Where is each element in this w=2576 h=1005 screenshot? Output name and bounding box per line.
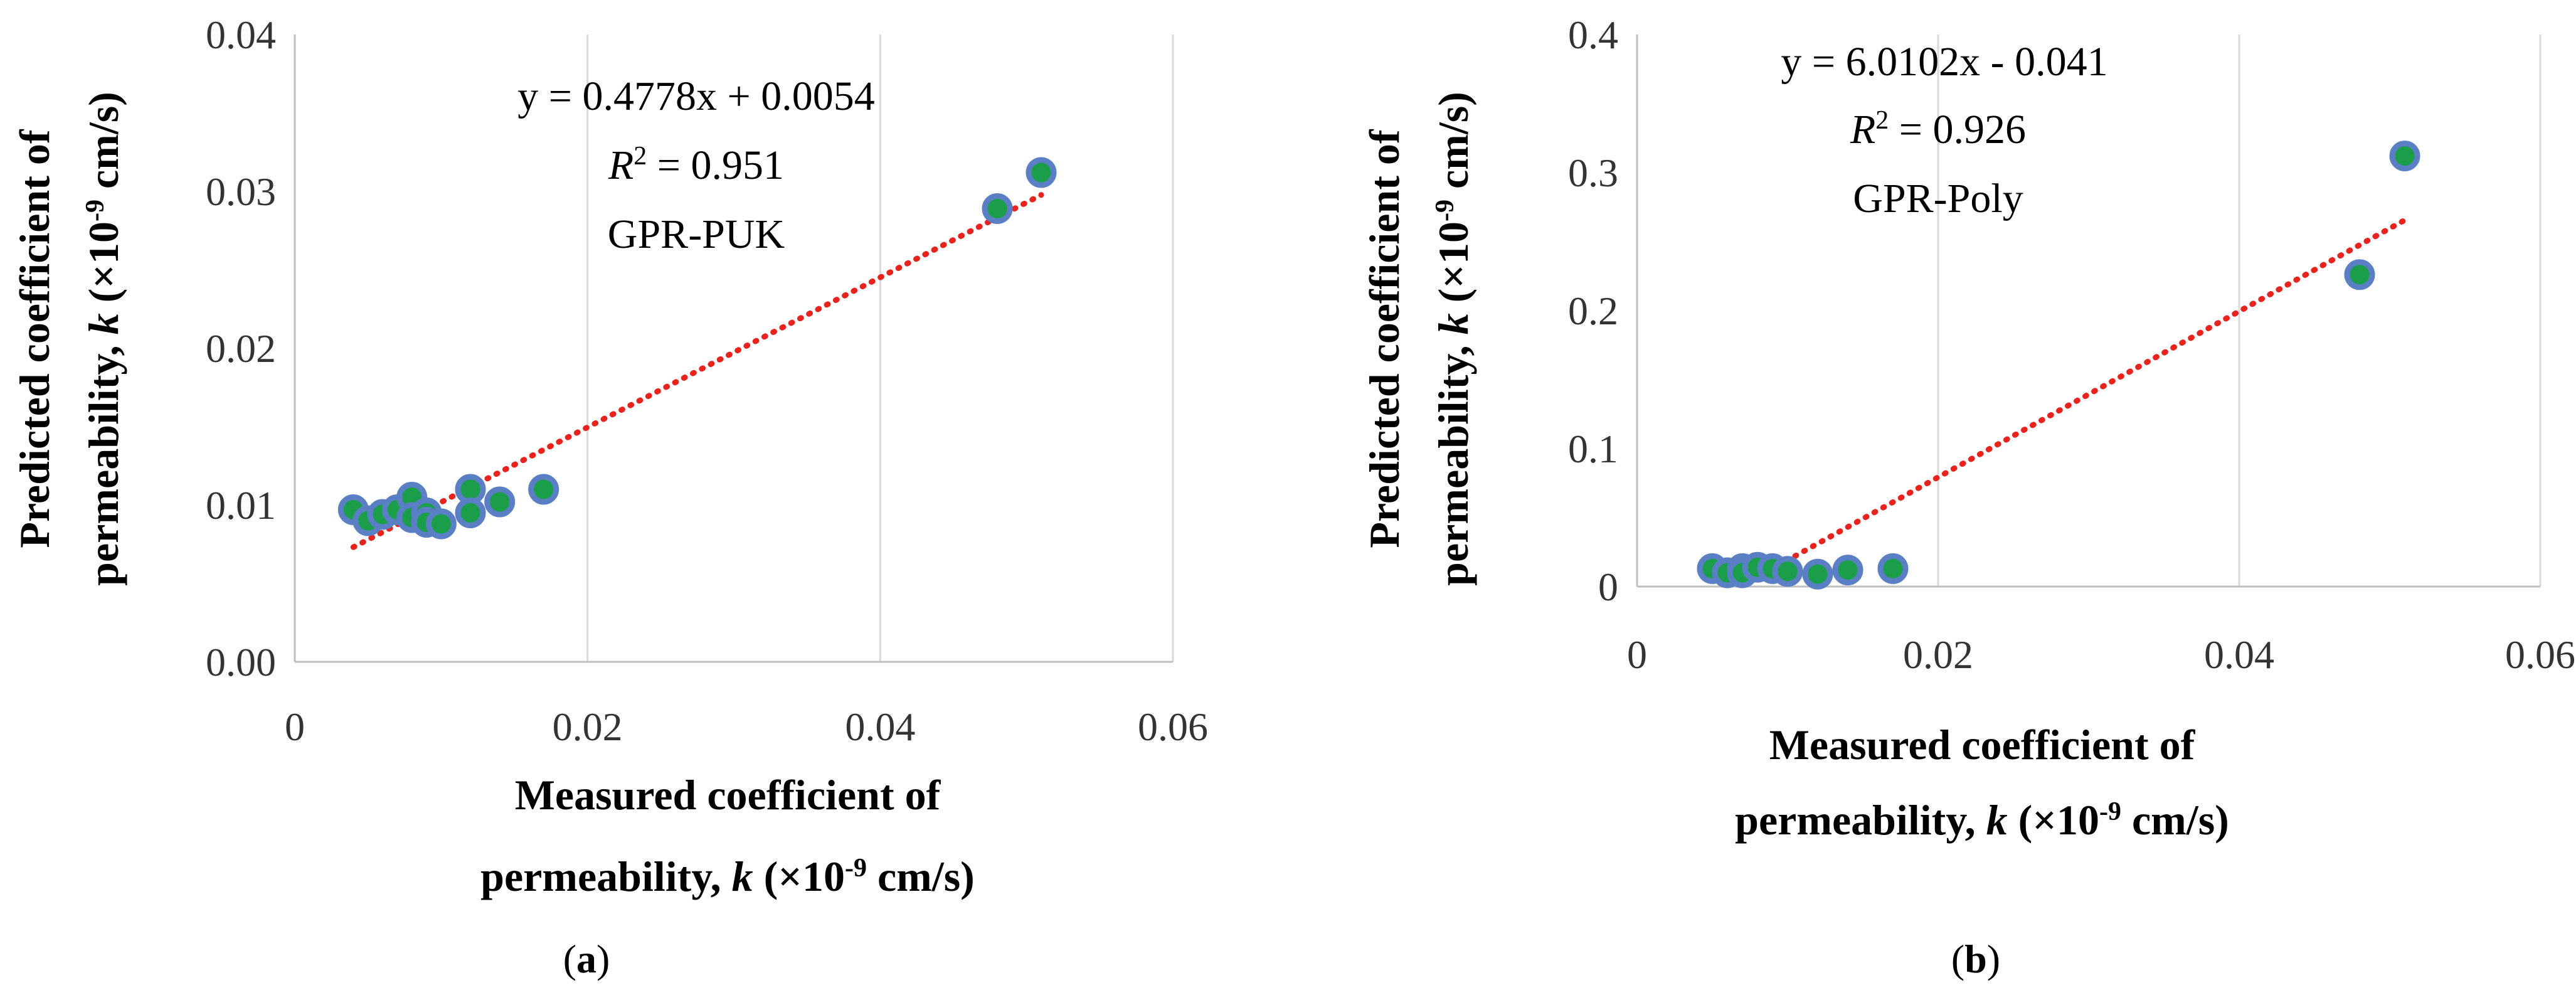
trendline-b <box>1739 217 2408 588</box>
points-a <box>337 157 1057 540</box>
y-tick-label-a: 0.01 <box>206 483 276 528</box>
x-tick-label-b: 0.04 <box>2204 632 2274 677</box>
data-point-a <box>455 497 486 528</box>
r2-exp-a: 2 <box>633 142 647 171</box>
y-title-b-k: k <box>1429 313 1477 334</box>
y-tick-label-b: 0.2 <box>1568 289 1618 333</box>
y-tick-label-a: 0.04 <box>206 13 276 57</box>
x-tick-label-b: 0.06 <box>2505 632 2575 677</box>
r-squared-b: R2 = 0.926 <box>1850 106 2026 152</box>
panel-a-close: ) <box>596 937 610 981</box>
chart-a: 0.00 0.01 0.02 0.03 0.04 0 0.02 0.04 0.06 y = 0.… <box>11 13 1208 981</box>
x-title-b-suffix: cm/s) <box>2121 796 2229 844</box>
axes-a <box>294 35 1173 663</box>
x-title-a-k: k <box>732 853 753 900</box>
x-tick-label-a: 0 <box>285 705 305 749</box>
y-axis-title-b-line2: permeability, k (×10-9 cm/s) <box>1429 92 1477 586</box>
x-title-b-exp: -9 <box>2099 797 2121 826</box>
r2-value-b: = 0.926 <box>1889 107 2026 152</box>
panel-a-open: ( <box>563 937 576 981</box>
panel-label-b: (b) <box>1951 937 2000 981</box>
x-title-b-k: k <box>1986 796 2008 844</box>
equation-b: y = 6.0102x - 0.041 <box>1781 39 2107 85</box>
y-axis-title-b: Predicted coefficient of permeability, k… <box>1360 92 1477 586</box>
y-title-a-exp: -9 <box>81 199 110 221</box>
x-tick-label-a: 0.06 <box>1138 705 1208 749</box>
x-title-a-prefix: permeability, <box>480 853 731 900</box>
panel-b-letter: b <box>1964 937 1987 981</box>
y-title-b-mid: (×10 <box>1429 221 1477 313</box>
data-point-b <box>1877 553 1909 584</box>
panel-b-open: ( <box>1951 937 1964 981</box>
data-point-a <box>528 474 559 505</box>
points-b <box>1697 141 2420 590</box>
chart-b: 0 0.1 0.2 0.3 0.4 0 0.02 0.04 0.06 y = 6.0102x -… <box>1360 13 2575 981</box>
y-title-b-suffix: cm/s) <box>1429 92 1477 199</box>
data-point-b <box>1802 558 1833 590</box>
r2-symbol-a: R <box>608 142 633 188</box>
r2-value-a: = 0.951 <box>647 142 784 188</box>
x-tick-label-a: 0.02 <box>553 705 623 749</box>
y-axis-title-b-line1: Predicted coefficient of <box>1360 129 1408 548</box>
x-axis-title-a-line1: Measured coefficient of <box>515 771 941 819</box>
y-title-a-prefix: permeability, <box>80 334 127 585</box>
x-tick-label-b: 0.02 <box>1903 632 1973 677</box>
y-title-a-k: k <box>80 313 127 334</box>
y-tick-label-a: 0.02 <box>206 326 276 371</box>
r-squared-a: R2 = 0.951 <box>608 142 784 188</box>
data-point-b <box>2344 259 2375 290</box>
x-axis-title-a-line2: permeability, k (×10-9 cm/s) <box>480 853 975 900</box>
data-point-b <box>2389 141 2420 172</box>
y-axis-title-a-line1: Predicted coefficient of <box>11 129 58 548</box>
panel-label-a: (a) <box>563 937 610 981</box>
x-title-a-mid: (×10 <box>753 853 845 900</box>
y-title-b-prefix: permeability, <box>1429 334 1477 585</box>
gridlines-b <box>1937 35 2542 587</box>
y-tick-label-b: 0.4 <box>1568 13 1618 57</box>
data-point-a <box>484 486 516 518</box>
x-title-a-suffix: cm/s) <box>867 853 975 900</box>
axes-b <box>1636 35 2540 588</box>
ticks-a: 0.00 0.01 0.02 0.03 0.04 0 0.02 0.04 0.06 <box>206 13 1208 749</box>
y-tick-label-b: 0.3 <box>1568 151 1618 195</box>
x-axis-title-b-line2: permeability, k (×10-9 cm/s) <box>1735 796 2229 844</box>
y-title-a-suffix: cm/s) <box>80 92 127 199</box>
trendline-b <box>1739 217 2408 588</box>
r2-exp-b: 2 <box>1875 106 1889 135</box>
x-title-a-exp: -9 <box>845 854 867 883</box>
x-title-b-mid: (×10 <box>2008 796 2099 844</box>
data-point-a <box>425 508 457 540</box>
panel-b-close: ) <box>1987 937 2000 981</box>
y-tick-label-b: 0.1 <box>1568 427 1618 471</box>
model-label-a: GPR-PUK <box>608 211 785 257</box>
y-tick-label-b: 0 <box>1598 565 1618 609</box>
equation-a: y = 0.4778x + 0.0054 <box>517 73 874 119</box>
data-point-a <box>982 193 1013 224</box>
y-title-b-exp: -9 <box>1431 199 1460 221</box>
data-point-b <box>1772 556 1803 587</box>
x-tick-label-a: 0.04 <box>845 705 915 749</box>
x-title-b-prefix: permeability, <box>1735 796 1986 844</box>
y-tick-label-a: 0.00 <box>206 640 276 684</box>
gridlines-a <box>586 35 1174 662</box>
ticks-b: 0 0.1 0.2 0.3 0.4 0 0.02 0.04 0.06 <box>1568 13 2575 677</box>
r2-symbol-b: R <box>1850 107 1875 152</box>
panel-a-letter: a <box>576 937 596 981</box>
y-title-a-mid: (×10 <box>80 221 127 313</box>
x-tick-label-b: 0 <box>1627 632 1647 677</box>
x-axis-title-b-line1: Measured coefficient of <box>1769 721 2196 768</box>
y-tick-label-a: 0.03 <box>206 169 276 214</box>
y-axis-title-a: Predicted coefficient of permeability, k… <box>11 92 127 586</box>
data-point-a <box>1026 157 1057 188</box>
data-point-b <box>1832 555 1863 586</box>
y-axis-title-a-line2: permeability, k (×10-9 cm/s) <box>80 92 127 586</box>
model-label-b: GPR-Poly <box>1853 176 2023 221</box>
